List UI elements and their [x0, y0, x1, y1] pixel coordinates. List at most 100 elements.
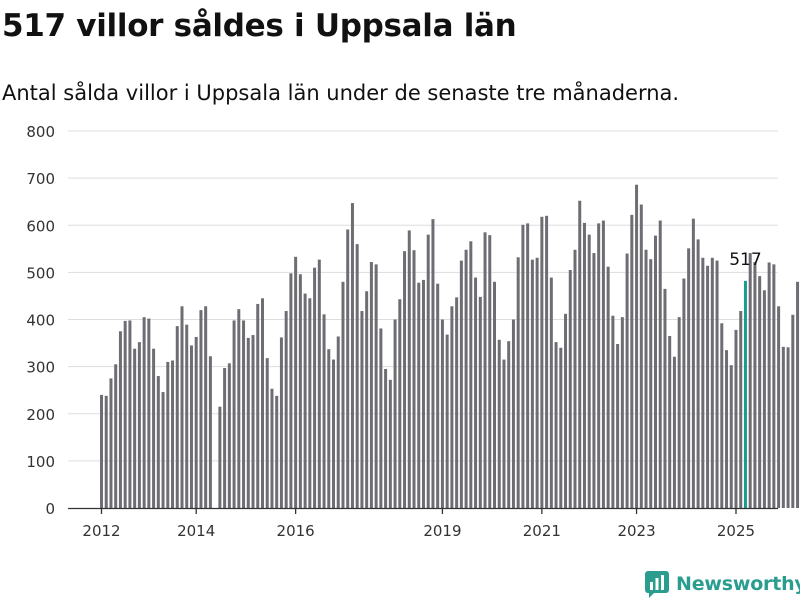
bar [786, 347, 790, 508]
bar [469, 241, 473, 508]
bar [275, 395, 279, 508]
bar [303, 293, 307, 508]
bar [431, 219, 435, 508]
bar [739, 311, 743, 508]
bar [260, 298, 264, 508]
bar [355, 244, 359, 508]
bar [185, 324, 189, 508]
bar [777, 306, 781, 508]
bar [365, 291, 369, 508]
bar [403, 251, 407, 509]
bar [701, 257, 705, 508]
bar [308, 298, 312, 508]
bar [114, 364, 118, 508]
bar [189, 345, 193, 508]
y-tick-label: 300 [26, 359, 55, 377]
bar [417, 282, 421, 508]
bar [568, 270, 572, 508]
bar [545, 215, 549, 508]
bar [407, 230, 411, 508]
x-tick-label: 2025 [717, 522, 755, 540]
bar [341, 281, 345, 508]
x-tick-label: 2012 [82, 522, 120, 540]
y-tick-label: 600 [26, 217, 55, 235]
bar [753, 262, 757, 508]
bar [526, 223, 530, 508]
bar [554, 342, 558, 508]
bar [104, 395, 108, 508]
bar [128, 320, 132, 508]
bar [152, 348, 156, 508]
bar [137, 342, 141, 508]
bar [516, 257, 520, 508]
bar [535, 257, 539, 508]
bar [147, 318, 151, 508]
bar [706, 265, 710, 508]
bar [734, 329, 738, 508]
bar [227, 363, 231, 508]
bar [559, 347, 563, 508]
bar [796, 281, 800, 508]
bar [578, 200, 582, 508]
y-tick-label: 400 [26, 312, 55, 330]
bar [350, 203, 354, 508]
bar [639, 204, 643, 508]
bar [161, 392, 165, 508]
bar [270, 388, 274, 508]
bar [232, 320, 236, 508]
bar [748, 253, 752, 508]
bar [251, 335, 255, 508]
bar [710, 257, 714, 508]
bar [246, 337, 250, 508]
bar [772, 264, 776, 508]
bar [426, 234, 430, 508]
bar [237, 309, 241, 508]
x-tick-label: 2021 [523, 522, 561, 540]
page-subtitle: Antal sålda villor i Uppsala län under d… [2, 81, 680, 105]
bar [294, 256, 298, 508]
bar [336, 336, 340, 508]
bar [289, 273, 293, 508]
x-tick-label: 2016 [277, 522, 315, 540]
bar [668, 335, 672, 508]
bar [445, 334, 449, 508]
bar [242, 320, 246, 508]
newsworthy-logo[interactable]: Newsworthy [644, 568, 800, 600]
bar [455, 297, 459, 508]
x-tick-label: 2014 [177, 522, 215, 540]
bar [672, 356, 676, 508]
bar [696, 239, 700, 508]
bar [729, 365, 733, 508]
bar [166, 361, 170, 508]
bar [360, 311, 364, 508]
x-tick-label: 2019 [423, 522, 461, 540]
bar [223, 368, 227, 508]
bar [346, 229, 350, 509]
bar [298, 274, 302, 508]
bar [156, 376, 160, 508]
bar [644, 249, 648, 508]
bar [687, 248, 691, 508]
bar [511, 319, 515, 508]
bar [658, 220, 662, 509]
y-tick-label: 100 [26, 453, 55, 471]
bar [118, 331, 122, 508]
bar [256, 303, 260, 508]
bar [625, 253, 629, 508]
bar [109, 378, 113, 508]
bar [313, 267, 317, 508]
bar [279, 337, 283, 508]
bar [436, 283, 440, 508]
bar [521, 224, 525, 508]
bar [582, 222, 586, 508]
bar [199, 310, 203, 508]
bar [663, 288, 667, 508]
bar [597, 223, 601, 508]
bar [758, 276, 762, 508]
y-tick-label: 200 [26, 406, 55, 424]
bar [677, 317, 681, 508]
bar [725, 350, 729, 508]
bar [180, 306, 184, 508]
bar [715, 260, 719, 508]
bar [767, 262, 771, 508]
